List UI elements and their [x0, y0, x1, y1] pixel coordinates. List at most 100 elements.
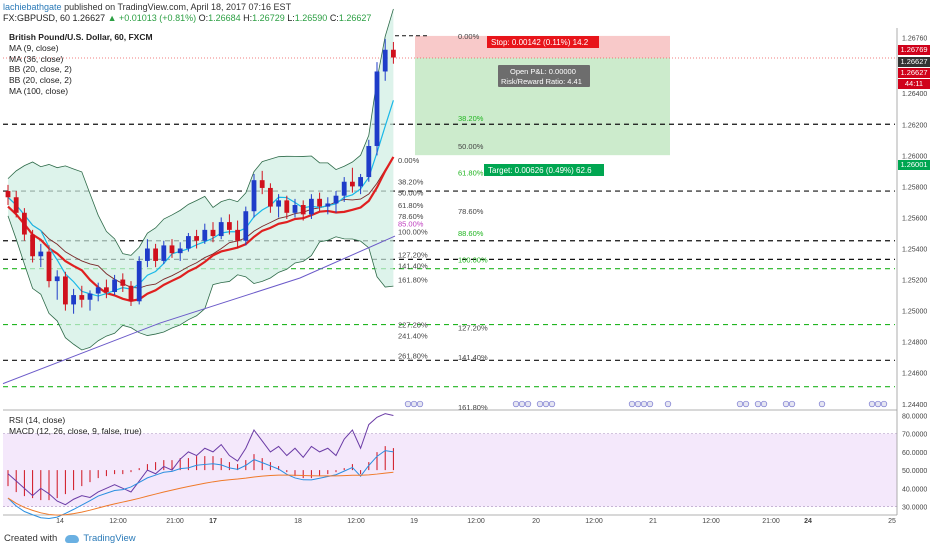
stop-label: Stop: 0.00142 (0.11%) 14.2 [491, 38, 589, 47]
candle-body [358, 177, 363, 187]
candle-body [227, 222, 232, 230]
publish-line: lachiebathgate published on TradingView.… [3, 2, 291, 12]
stop-label-box [487, 36, 599, 48]
candle-body [194, 236, 199, 241]
ma100-line [2, 235, 396, 385]
fib-lower-label: 61.80% [398, 201, 424, 210]
rsi-tick-label: 30.0000 [902, 505, 927, 512]
time-tick-label: 12:00 [702, 518, 720, 525]
candle-body [22, 212, 27, 235]
price-tag-close: 1.26627 [900, 68, 928, 77]
time-tick-label: 25 [888, 518, 896, 525]
candle-body [374, 71, 380, 147]
open-value: 1.26684 [208, 13, 241, 23]
candle-body [5, 191, 11, 198]
c-label: C: [329, 13, 339, 23]
published-text: published on TradingView.com, April 18, … [64, 2, 292, 12]
fib-lower-label: 161.80% [398, 276, 428, 285]
high-value: 1.26729 [252, 13, 285, 23]
event-flag-icon [536, 400, 544, 408]
price-tick-label: 1.26200 [902, 122, 927, 129]
fib-lower-label: 78.60% [398, 212, 424, 221]
candle-body [13, 197, 19, 213]
candle-body [268, 187, 273, 207]
candle-body [46, 251, 52, 282]
rsi-tick-label: 50.0000 [902, 468, 927, 475]
candle-body [202, 229, 208, 241]
rsi-band [3, 433, 897, 507]
legend-ma9: MA (9, close) [9, 42, 59, 53]
rsi-tick-label: 80.0000 [902, 413, 927, 420]
fib-upper-label: 0.00% [458, 32, 480, 41]
change: ▲ +0.01013 (+0.81%) [107, 13, 197, 23]
fib-upper-label: 161.80% [458, 403, 488, 412]
event-flag-icon [782, 400, 790, 408]
fib-upper-label: 78.60% [458, 207, 484, 216]
candle-body [153, 248, 158, 261]
fib-upper-label: 127.20% [458, 324, 488, 333]
candle-body [136, 260, 142, 302]
candle-body [325, 203, 331, 207]
event-flag-icon [646, 400, 654, 408]
event-flag-icon [818, 400, 826, 408]
candle-body [243, 211, 249, 241]
event-flag-icon [742, 400, 750, 408]
candle-body [63, 276, 68, 305]
candle-body [341, 181, 347, 196]
price-tick-label: 1.26000 [902, 153, 927, 160]
pl-box [498, 65, 590, 87]
candle-body [259, 180, 265, 188]
bb-lower-line [7, 215, 394, 351]
candle-body [38, 251, 44, 257]
event-flag-icon [874, 400, 882, 408]
fib-lower-label: 261.80% [398, 352, 428, 361]
candle-body [87, 293, 93, 300]
time-tick-label: 12:00 [109, 518, 127, 525]
price-tick-label: 1.25000 [902, 309, 927, 316]
price-tag-bg [898, 68, 930, 78]
candle-body [300, 205, 306, 215]
candle-body [292, 205, 298, 213]
fib-lower-label: 141.40% [398, 262, 428, 271]
event-flag-icon [640, 400, 648, 408]
footer: Created with TradingView [4, 533, 136, 544]
candle-body [210, 229, 216, 237]
candle-body [30, 234, 35, 257]
event-flag-icon [634, 400, 642, 408]
time-tick-label: 21:00 [166, 518, 184, 525]
time-tick-label: 12:00 [585, 518, 603, 525]
candle-body [350, 181, 355, 187]
open-pl-label: Open P&L: 0.00000 [510, 67, 576, 76]
candle-body [177, 248, 183, 254]
legend-rsi: RSI (14, close) [9, 415, 66, 425]
author-link[interactable]: lachiebathgate [3, 2, 62, 12]
price-tick-label: 1.24600 [902, 371, 927, 378]
target-label: Target: 0.00626 (0.49%) 62.6 [488, 166, 592, 175]
fib-upper-label: 38.20% [458, 114, 484, 123]
fib-lower-label: 100.00% [398, 227, 428, 236]
bollinger-fill [8, 9, 394, 350]
legend-bb2: BB (20, close, 2) [9, 75, 72, 86]
legend-bb1: BB (20, close, 2) [9, 64, 72, 75]
candle-body [120, 279, 126, 286]
price-tag-high: 1.26769 [900, 45, 928, 54]
candle-body [112, 279, 117, 292]
rr-label: Risk/Reward Ratio: 4.41 [501, 77, 582, 86]
tradingview-brand[interactable]: TradingView [83, 533, 136, 544]
price-tick-label: 1.25400 [902, 247, 927, 254]
candle-body [382, 49, 388, 72]
quote-line: FX:GBPUSD, 60 1.26627 ▲ +0.01013 (+0.81%… [3, 13, 371, 23]
bb-upper-line [7, 8, 394, 256]
time-tick-label: 21:00 [762, 518, 780, 525]
candle-body [169, 245, 175, 254]
fib-upper-label: 88.60% [458, 229, 484, 238]
fib-lower-label: 50.00% [398, 189, 424, 198]
legend-ma100: MA (100, close) [9, 85, 69, 96]
event-flag-icon [416, 400, 424, 408]
event-flag-icon [754, 400, 762, 408]
time-tick-label: 12:00 [347, 518, 365, 525]
event-flag-icon [512, 400, 520, 408]
candle-body [95, 287, 101, 294]
